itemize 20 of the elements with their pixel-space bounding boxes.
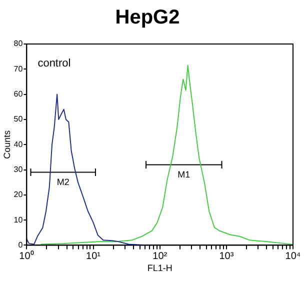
y-tick-label: 30 [14,164,24,174]
x-tick-label: 10⁴ [285,250,301,262]
series-label: M2 [56,177,70,188]
x-tick-label: 10² [152,250,168,262]
y-tick-label: 60 [14,90,24,99]
x-tick-label: 10⁰ [19,250,34,262]
x-tick-label: 10³ [219,250,234,262]
y-tick-label: 50 [14,114,24,124]
y-tick-label: 70 [14,64,24,74]
x-tick-label: 10¹ [86,250,102,262]
y-tick-label: 10 [14,215,24,224]
x-axis-title: FL1-H [147,263,172,274]
y-tick-label: 0 [18,240,24,250]
y-tick-label: 20 [14,190,24,200]
annotation: control [38,58,71,70]
chart-title: HepG2 [115,6,180,29]
series-label: M1 [178,170,190,180]
y-axis-title: Counts [2,130,12,159]
y-tick-label: 40 [14,140,24,149]
y-tick-label: 80 [14,39,24,48]
